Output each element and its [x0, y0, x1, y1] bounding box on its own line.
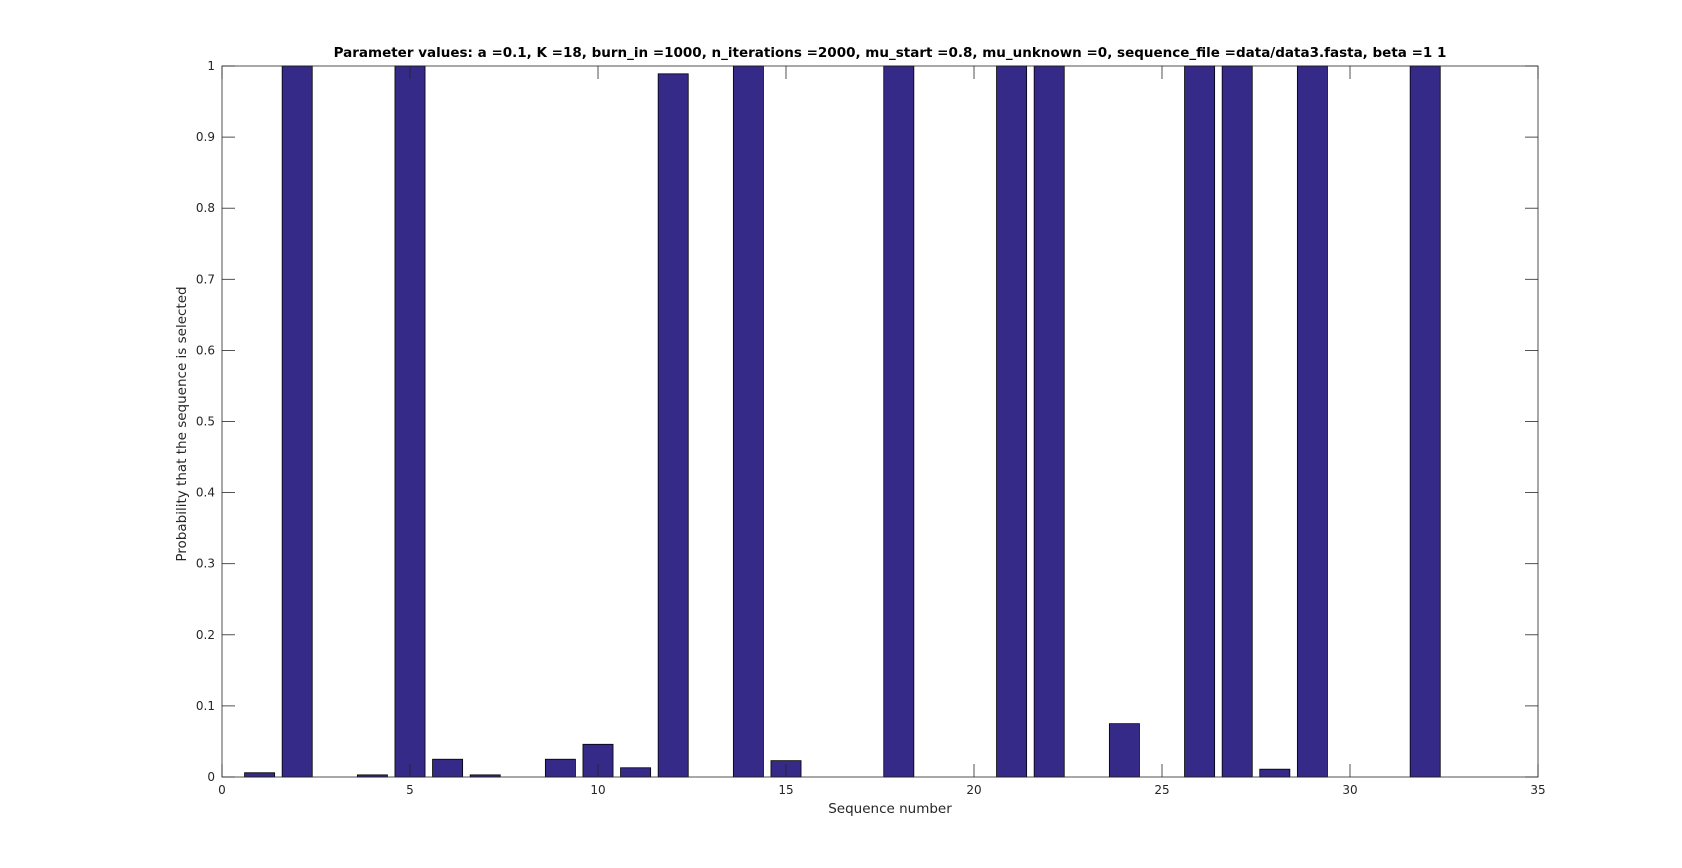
x-tick-label: 5 — [406, 783, 414, 797]
y-tick-label: 1 — [207, 59, 215, 73]
bar — [996, 65, 1028, 778]
x-tick-label: 20 — [966, 783, 981, 797]
bar — [620, 767, 652, 778]
bar — [883, 65, 915, 778]
x-tick-label: 10 — [590, 783, 605, 797]
y-tick-label: 0.7 — [196, 272, 215, 286]
y-tick-label: 0.3 — [196, 557, 215, 571]
bar — [281, 65, 313, 778]
bar — [394, 65, 426, 778]
bar — [1409, 65, 1441, 778]
bar-series — [244, 65, 1441, 778]
y-axis-label: Probability that the sequence is selecte… — [174, 286, 190, 561]
x-tick-label: 0 — [218, 783, 226, 797]
bar — [1108, 723, 1140, 778]
x-tick-label: 25 — [1154, 783, 1169, 797]
y-tick-label: 0.8 — [196, 201, 215, 215]
y-tick-label: 0.6 — [196, 343, 215, 357]
y-tick-label: 0.1 — [196, 699, 215, 713]
bar — [544, 758, 576, 778]
bar — [1184, 65, 1216, 778]
bar — [244, 772, 276, 778]
y-tick-label: 0 — [207, 770, 215, 784]
bar — [732, 65, 764, 778]
y-tick-label: 0.4 — [196, 486, 215, 500]
x-tick-label: 30 — [1342, 783, 1357, 797]
chart-title: Parameter values: a =0.1, K =18, burn_in… — [334, 45, 1447, 61]
x-tick-label: 15 — [778, 783, 793, 797]
bar — [1033, 65, 1065, 778]
bar — [1221, 65, 1253, 778]
axes: 0 5 10 15 20 25 30 35 0 0.1 0.2 0.3 0.4 0.5 0.6 0.7 0.8 0… — [196, 59, 1546, 797]
x-tick-label: 35 — [1530, 783, 1545, 797]
bar — [1296, 65, 1328, 778]
bar — [1259, 768, 1291, 778]
y-tick-label: 0.5 — [196, 415, 215, 429]
x-axis-label: Sequence number — [828, 801, 952, 817]
y-tick-label: 0.9 — [196, 130, 215, 144]
bar — [432, 758, 464, 778]
bar — [657, 73, 689, 778]
y-tick-label: 0.2 — [196, 628, 215, 642]
